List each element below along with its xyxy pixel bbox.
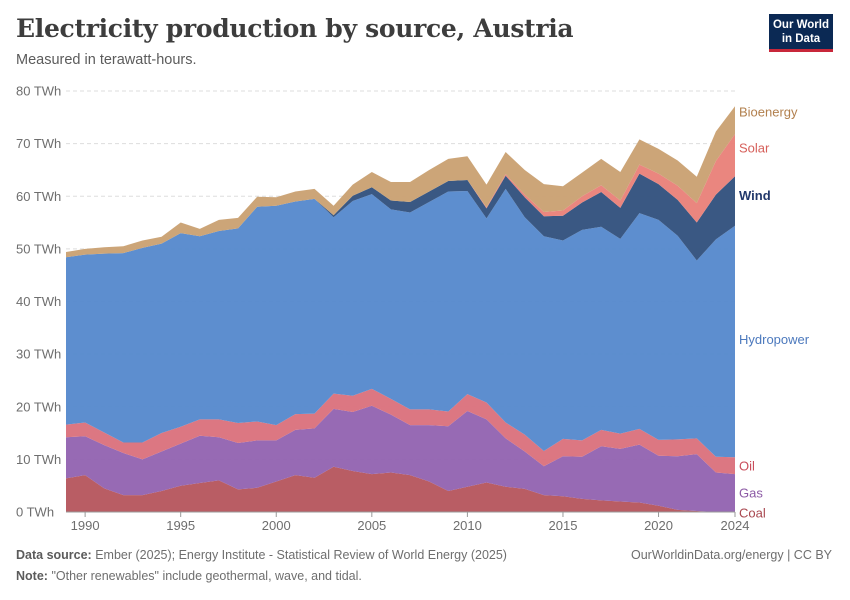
y-tick-label: 20 TWh [16, 399, 61, 414]
label-coal: Coal [739, 506, 766, 521]
y-tick-label: 50 TWh [16, 241, 61, 256]
logo-line-1: Our World [772, 19, 829, 31]
y-tick-label: 0 TWh [16, 505, 54, 520]
x-tick-label: 2015 [549, 518, 578, 533]
y-tick-label: 10 TWh [16, 452, 61, 467]
note-text: "Other renewables" include geothermal, w… [51, 569, 362, 583]
series-labels: Bioenergy Solar Wind Hydropower Oil Gas Coal [739, 105, 810, 521]
area-bioenergy[interactable] [66, 106, 735, 258]
area-coal[interactable] [66, 466, 735, 512]
chart-subtitle: Measured in terawatt-hours. [16, 52, 197, 68]
label-wind: Wind [739, 188, 771, 203]
chart-note: Note: "Other renewables" include geother… [16, 569, 362, 583]
x-tick-label: 2005 [357, 518, 386, 533]
x-tick-label: 1995 [166, 518, 195, 533]
owid-logo[interactable]: Our World in Data [769, 14, 833, 52]
label-solar: Solar [739, 140, 770, 155]
data-source: Data source: Ember (2025); Energy Instit… [16, 548, 507, 562]
y-tick-label: 40 TWh [16, 294, 61, 309]
source-label: Data source: [16, 548, 92, 562]
x-axis: 1990 1995 2000 2005 2010 2015 2020 2024 [66, 511, 750, 533]
credit-link[interactable]: OurWorldinData.org/energy | CC BY [630, 548, 832, 562]
logo-line-2: in Data [781, 33, 821, 45]
x-tick-label: 2010 [453, 518, 482, 533]
source-text: Ember (2025); Energy Institute - Statist… [95, 548, 507, 562]
y-axis: 0 TWh 10 TWh 20 TWh 30 TWh 40 TWh 50 TWh 60 TW… [16, 84, 61, 520]
x-tick-label: 2024 [721, 518, 750, 533]
label-hydropower: Hydropower [739, 332, 810, 347]
x-tick-label: 1990 [71, 518, 100, 533]
label-bioenergy: Bioenergy [739, 105, 798, 120]
note-label: Note: [16, 569, 48, 583]
label-oil: Oil [739, 459, 755, 474]
area-wind[interactable] [66, 173, 735, 261]
y-tick-label: 70 TWh [16, 136, 61, 151]
area-gas[interactable] [66, 405, 735, 512]
x-tick-label: 2020 [644, 518, 673, 533]
area-oil[interactable] [66, 388, 735, 475]
y-tick-label: 60 TWh [16, 189, 61, 204]
y-tick-label: 80 TWh [16, 84, 61, 99]
x-tick-label: 2000 [262, 518, 291, 533]
label-gas: Gas [739, 486, 763, 501]
area-hydropower[interactable] [66, 188, 735, 458]
stacked-areas [66, 106, 735, 512]
chart-title: Electricity production by source, Austri… [16, 14, 574, 43]
y-tick-label: 30 TWh [16, 347, 61, 362]
